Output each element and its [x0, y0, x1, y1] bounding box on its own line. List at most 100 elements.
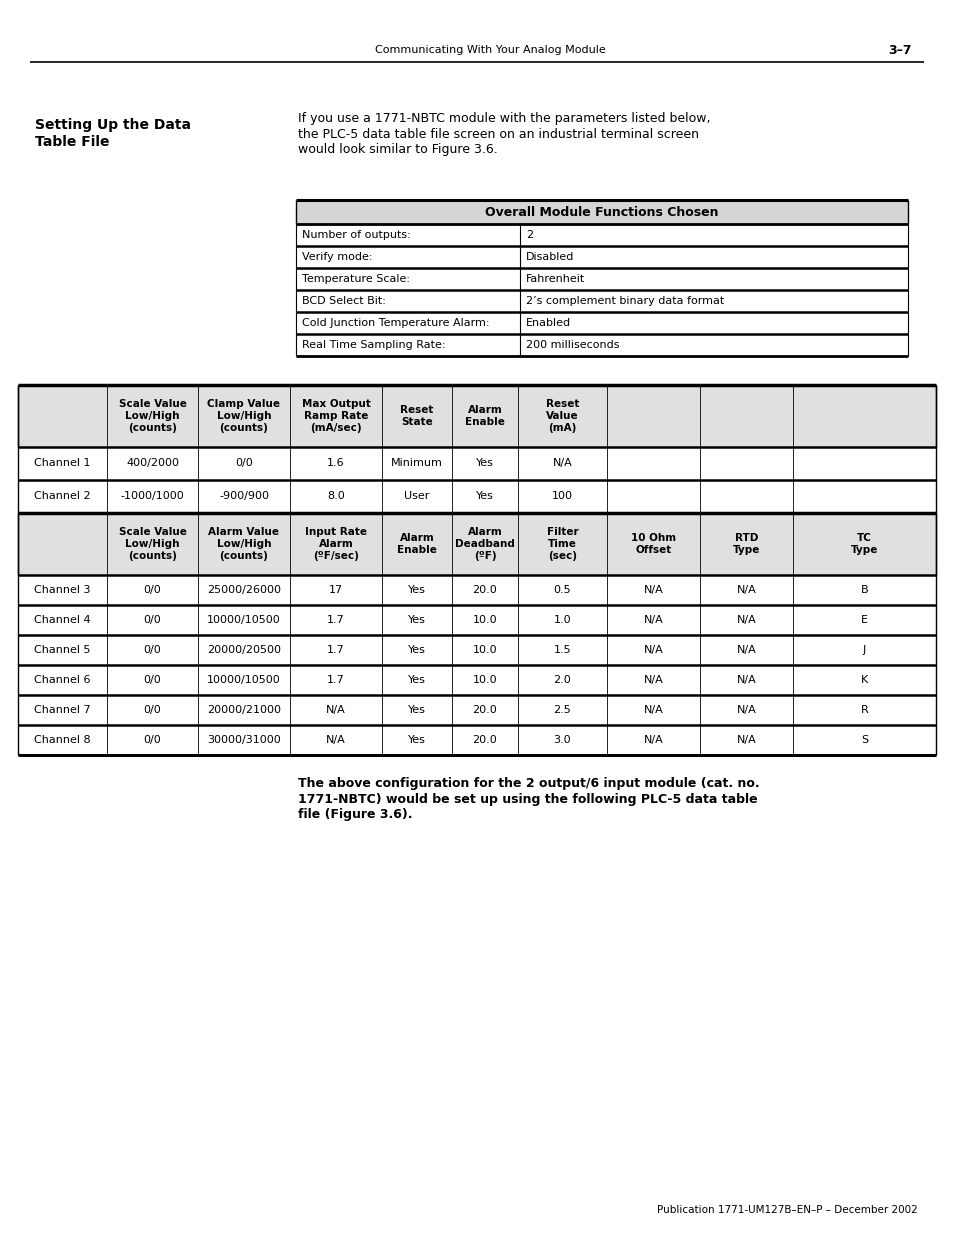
Text: The above configuration for the 2 output/6 input module (cat. no.
1771-NBTC) wou: The above configuration for the 2 output…: [297, 777, 759, 821]
Text: N/A: N/A: [736, 645, 756, 655]
Text: -900/900: -900/900: [219, 492, 269, 501]
Text: 3.0: 3.0: [553, 735, 571, 745]
Text: N/A: N/A: [326, 735, 346, 745]
Text: 20.0: 20.0: [472, 705, 497, 715]
Text: J: J: [862, 645, 865, 655]
Text: N/A: N/A: [643, 645, 662, 655]
Text: Channel 2: Channel 2: [34, 492, 91, 501]
Text: B: B: [860, 585, 867, 595]
Text: Channel 8: Channel 8: [34, 735, 91, 745]
Text: 1.5: 1.5: [553, 645, 571, 655]
Text: Minimum: Minimum: [391, 458, 442, 468]
Text: E: E: [861, 615, 867, 625]
Text: 1.0: 1.0: [553, 615, 571, 625]
Text: 0/0: 0/0: [144, 676, 161, 685]
Text: Cold Junction Temperature Alarm:: Cold Junction Temperature Alarm:: [302, 317, 489, 329]
Text: 100: 100: [552, 492, 573, 501]
Text: 1.7: 1.7: [327, 645, 345, 655]
Text: N/A: N/A: [736, 735, 756, 745]
Text: 1.7: 1.7: [327, 676, 345, 685]
Text: Yes: Yes: [408, 585, 425, 595]
Text: Reset
State: Reset State: [400, 405, 434, 427]
Text: Alarm
Deadband
(ºF): Alarm Deadband (ºF): [455, 527, 515, 561]
Text: Scale Value
Low/High
(counts): Scale Value Low/High (counts): [118, 527, 186, 561]
Text: TC
Type: TC Type: [850, 534, 878, 555]
Text: Yes: Yes: [476, 492, 494, 501]
Text: 10000/10500: 10000/10500: [207, 676, 280, 685]
Text: N/A: N/A: [736, 676, 756, 685]
Text: Yes: Yes: [408, 705, 425, 715]
Text: Yes: Yes: [408, 676, 425, 685]
Text: Channel 5: Channel 5: [34, 645, 91, 655]
Text: 20000/21000: 20000/21000: [207, 705, 281, 715]
Text: Yes: Yes: [408, 645, 425, 655]
Text: 200 milliseconds: 200 milliseconds: [525, 340, 618, 350]
Text: Yes: Yes: [408, 615, 425, 625]
Text: 0/0: 0/0: [144, 645, 161, 655]
Text: If you use a 1771-NBTC module with the parameters listed below,
the PLC-5 data t: If you use a 1771-NBTC module with the p…: [297, 112, 710, 156]
Text: 10.0: 10.0: [472, 676, 497, 685]
Text: 2: 2: [525, 230, 533, 240]
Text: N/A: N/A: [736, 585, 756, 595]
Text: N/A: N/A: [643, 705, 662, 715]
Text: 400/2000: 400/2000: [126, 458, 179, 468]
Text: RTD
Type: RTD Type: [732, 534, 760, 555]
Text: Clamp Value
Low/High
(counts): Clamp Value Low/High (counts): [208, 399, 280, 433]
Bar: [18, 513, 935, 576]
Text: Setting Up the Data
Table File: Setting Up the Data Table File: [35, 119, 191, 148]
Text: Channel 1: Channel 1: [34, 458, 91, 468]
Text: Input Rate
Alarm
(ºF/sec): Input Rate Alarm (ºF/sec): [305, 527, 367, 561]
Text: N/A: N/A: [736, 615, 756, 625]
Text: 0/0: 0/0: [144, 585, 161, 595]
Text: N/A: N/A: [552, 458, 572, 468]
Text: Number of outputs:: Number of outputs:: [302, 230, 411, 240]
Text: Verify mode:: Verify mode:: [302, 252, 372, 262]
Text: Alarm
Enable: Alarm Enable: [464, 405, 504, 427]
Text: 3–7: 3–7: [887, 43, 911, 57]
Text: Yes: Yes: [408, 735, 425, 745]
Text: N/A: N/A: [643, 676, 662, 685]
Text: 0/0: 0/0: [144, 615, 161, 625]
Text: N/A: N/A: [643, 585, 662, 595]
Text: 2.5: 2.5: [553, 705, 571, 715]
Text: Fahrenheit: Fahrenheit: [525, 274, 584, 284]
Text: 25000/26000: 25000/26000: [207, 585, 281, 595]
Text: 1.6: 1.6: [327, 458, 344, 468]
Text: 8.0: 8.0: [327, 492, 345, 501]
Text: Disabled: Disabled: [525, 252, 574, 262]
Text: Real Time Sampling Rate:: Real Time Sampling Rate:: [302, 340, 445, 350]
Text: -1000/1000: -1000/1000: [120, 492, 184, 501]
Text: N/A: N/A: [643, 735, 662, 745]
Text: 0/0: 0/0: [144, 735, 161, 745]
Text: Channel 3: Channel 3: [34, 585, 91, 595]
Text: 30000/31000: 30000/31000: [207, 735, 280, 745]
Text: Yes: Yes: [476, 458, 494, 468]
Text: 2.0: 2.0: [553, 676, 571, 685]
Text: Scale Value
Low/High
(counts): Scale Value Low/High (counts): [118, 399, 186, 433]
Text: Alarm Value
Low/High
(counts): Alarm Value Low/High (counts): [209, 527, 279, 561]
Text: Enabled: Enabled: [525, 317, 571, 329]
Text: 0/0: 0/0: [234, 458, 253, 468]
Text: Channel 4: Channel 4: [34, 615, 91, 625]
Text: 2’s complement binary data format: 2’s complement binary data format: [525, 296, 723, 306]
Text: 10000/10500: 10000/10500: [207, 615, 280, 625]
Text: Channel 7: Channel 7: [34, 705, 91, 715]
Text: N/A: N/A: [326, 705, 346, 715]
Text: 17: 17: [329, 585, 343, 595]
Text: 20.0: 20.0: [472, 585, 497, 595]
Text: Filter
Time
(sec): Filter Time (sec): [546, 527, 578, 561]
Text: K: K: [860, 676, 867, 685]
Text: Alarm
Enable: Alarm Enable: [396, 534, 436, 555]
Text: Channel 6: Channel 6: [34, 676, 91, 685]
Text: 10.0: 10.0: [472, 645, 497, 655]
Text: 10 Ohm
Offset: 10 Ohm Offset: [630, 534, 676, 555]
Text: Communicating With Your Analog Module: Communicating With Your Analog Module: [375, 44, 605, 56]
Text: 0/0: 0/0: [144, 705, 161, 715]
Text: Temperature Scale:: Temperature Scale:: [302, 274, 410, 284]
Bar: [295, 200, 907, 224]
Text: R: R: [860, 705, 867, 715]
Text: S: S: [860, 735, 867, 745]
Text: Max Output
Ramp Rate
(mA/sec): Max Output Ramp Rate (mA/sec): [301, 399, 370, 433]
Text: 20000/20500: 20000/20500: [207, 645, 281, 655]
Text: Overall Module Functions Chosen: Overall Module Functions Chosen: [485, 205, 718, 219]
